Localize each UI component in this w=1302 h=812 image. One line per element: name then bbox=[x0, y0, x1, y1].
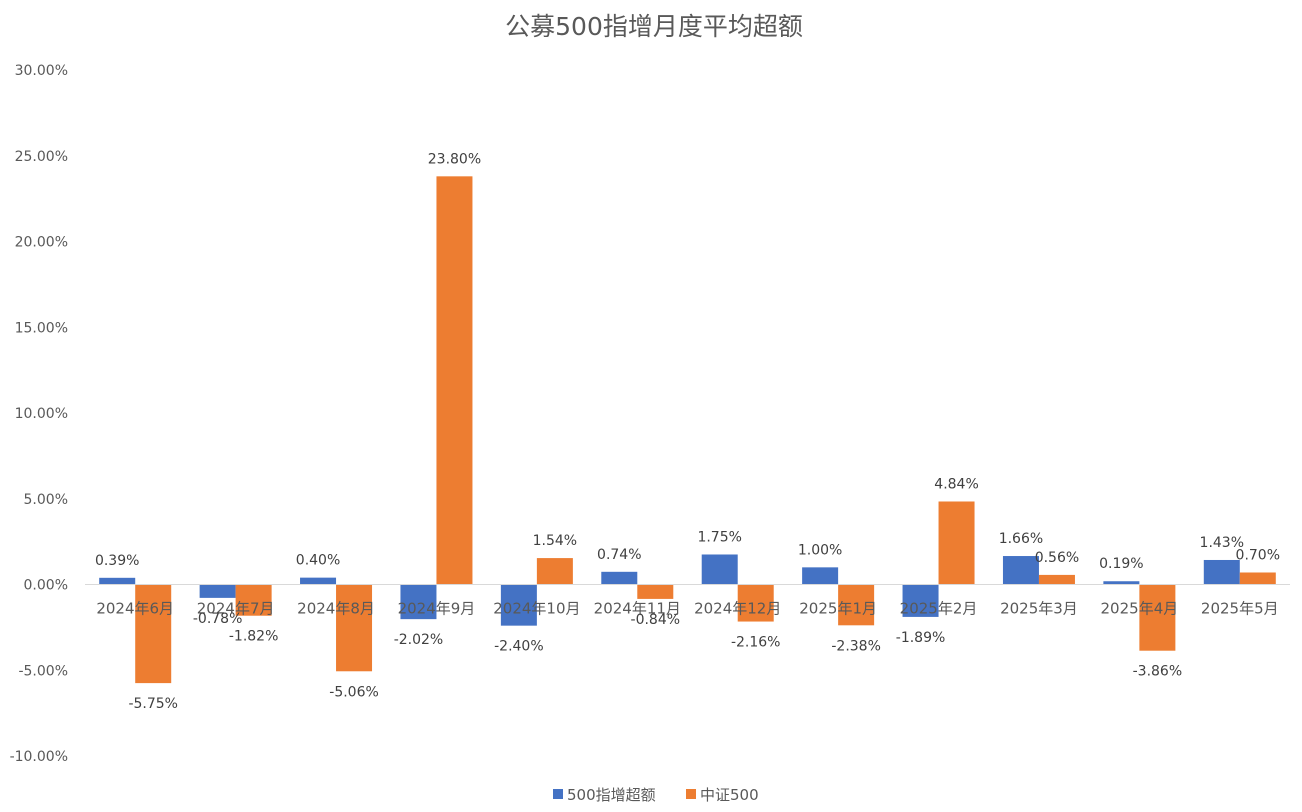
data-label-500-excess-8: -1.89% bbox=[896, 630, 946, 646]
bar-csi500-9 bbox=[1038, 574, 1075, 585]
y-tick-label: 10.00% bbox=[15, 406, 68, 422]
x-tick-label: 2025年1月 bbox=[799, 600, 877, 618]
bar-500-excess-4 bbox=[500, 584, 537, 626]
legend-label-500-excess: 500指增超额 bbox=[567, 786, 656, 804]
x-tick-label: 2025年3月 bbox=[1000, 600, 1078, 618]
data-label-500-excess-3: -2.02% bbox=[394, 632, 444, 648]
data-label-500-excess-1: -0.78% bbox=[193, 611, 243, 627]
bar-csi500-4 bbox=[536, 558, 573, 585]
x-tick-label: 2024年8月 bbox=[297, 600, 375, 618]
bar-500-excess-11 bbox=[1203, 559, 1240, 585]
bar-500-excess-0 bbox=[99, 577, 136, 585]
data-label-500-excess-2: 0.40% bbox=[296, 553, 340, 569]
bar-500-excess-8 bbox=[902, 584, 939, 617]
x-axis-labels: 2024年6月 2024年7月 2024年8月 2024年9月 2024年10月 2024… bbox=[96, 600, 1278, 618]
bar-500-excess-3 bbox=[400, 584, 437, 620]
data-label-csi500-6: -2.16% bbox=[731, 635, 781, 651]
y-tick-label: -5.00% bbox=[18, 663, 68, 679]
data-label-csi500-3: 23.80% bbox=[428, 151, 481, 167]
y-tick-label: -10.00% bbox=[10, 749, 68, 765]
legend: 500指增超额 中证500 bbox=[553, 786, 759, 804]
bar-csi500-5 bbox=[637, 584, 674, 599]
bar-csi500-8 bbox=[938, 501, 975, 585]
bar-500-excess-9 bbox=[1002, 556, 1039, 585]
x-tick-label: 2024年10月 bbox=[493, 600, 580, 618]
bar-500-excess-6 bbox=[701, 554, 738, 585]
x-tick-label: 2025年4月 bbox=[1101, 600, 1179, 618]
data-label-500-excess-6: 1.75% bbox=[697, 529, 741, 545]
bar-csi500-7 bbox=[838, 584, 875, 626]
data-label-csi500-8: 4.84% bbox=[934, 476, 978, 492]
data-label-csi500-9: 0.56% bbox=[1035, 550, 1079, 566]
chart-title: 公募500指增月度平均超额 bbox=[505, 12, 803, 41]
data-label-csi500-10: -3.86% bbox=[1133, 664, 1183, 680]
data-label-500-excess-5: 0.74% bbox=[597, 547, 641, 563]
x-tick-label: 2024年9月 bbox=[398, 600, 476, 618]
data-label-csi500-11: 0.70% bbox=[1236, 547, 1280, 563]
x-tick-label: 2025年5月 bbox=[1201, 600, 1279, 618]
bar-500-excess-2 bbox=[300, 577, 337, 585]
data-label-500-excess-0: 0.39% bbox=[95, 553, 139, 569]
data-label-500-excess-9: 1.66% bbox=[999, 531, 1043, 547]
data-label-csi500-2: -5.06% bbox=[329, 684, 379, 700]
data-label-500-excess-10: 0.19% bbox=[1099, 556, 1143, 572]
data-label-csi500-0: -5.75% bbox=[128, 696, 178, 712]
data-label-csi500-5: -0.84% bbox=[631, 612, 681, 628]
data-label-500-excess-7: 1.00% bbox=[798, 542, 842, 558]
legend-swatch-500-excess bbox=[553, 789, 563, 799]
bar-csi500-1 bbox=[235, 584, 272, 616]
legend-swatch-csi500 bbox=[686, 789, 696, 799]
bar-500-excess-7 bbox=[802, 567, 839, 585]
x-tick-label: 2024年7月 bbox=[197, 600, 275, 618]
y-tick-label: 15.00% bbox=[15, 320, 68, 336]
y-tick-label: 5.00% bbox=[24, 492, 68, 508]
bar-csi500-3 bbox=[436, 176, 473, 585]
y-tick-label: 20.00% bbox=[15, 235, 68, 251]
bars bbox=[99, 176, 1276, 684]
x-tick-label: 2024年11月 bbox=[594, 600, 681, 618]
y-tick-label: 25.00% bbox=[15, 149, 68, 165]
x-tick-label: 2025年2月 bbox=[900, 600, 978, 618]
bar-csi500-11 bbox=[1239, 572, 1276, 585]
bar-500-excess-10 bbox=[1103, 581, 1140, 585]
bar-500-excess-5 bbox=[601, 571, 638, 585]
y-tick-label: 0.00% bbox=[24, 578, 68, 594]
bar-csi500-0 bbox=[135, 584, 172, 684]
bar-500-excess-1 bbox=[199, 584, 236, 598]
x-tick-label: 2024年6月 bbox=[96, 600, 174, 618]
y-axis-labels: 30.00% 25.00% 20.00% 15.00% 10.00% 5.00% 0.00%… bbox=[10, 63, 68, 765]
data-label-500-excess-4: -2.40% bbox=[494, 639, 544, 655]
data-label-csi500-7: -2.38% bbox=[831, 638, 881, 654]
data-label-csi500-1: -1.82% bbox=[229, 629, 279, 645]
legend-label-csi500: 中证500 bbox=[700, 786, 759, 804]
data-label-csi500-4: 1.54% bbox=[533, 533, 577, 549]
bar-csi500-2 bbox=[336, 584, 373, 672]
bar-csi500-10 bbox=[1139, 584, 1176, 651]
data-label-500-excess-11: 1.43% bbox=[1200, 535, 1244, 551]
data-labels: 0.39% -0.78% 0.40% -2.02% -2.40% 0.74% 1.75% 1.… bbox=[95, 151, 1280, 712]
y-tick-label: 30.00% bbox=[15, 63, 68, 79]
x-tick-label: 2024年12月 bbox=[694, 600, 781, 618]
bar-csi500-6 bbox=[737, 584, 774, 622]
